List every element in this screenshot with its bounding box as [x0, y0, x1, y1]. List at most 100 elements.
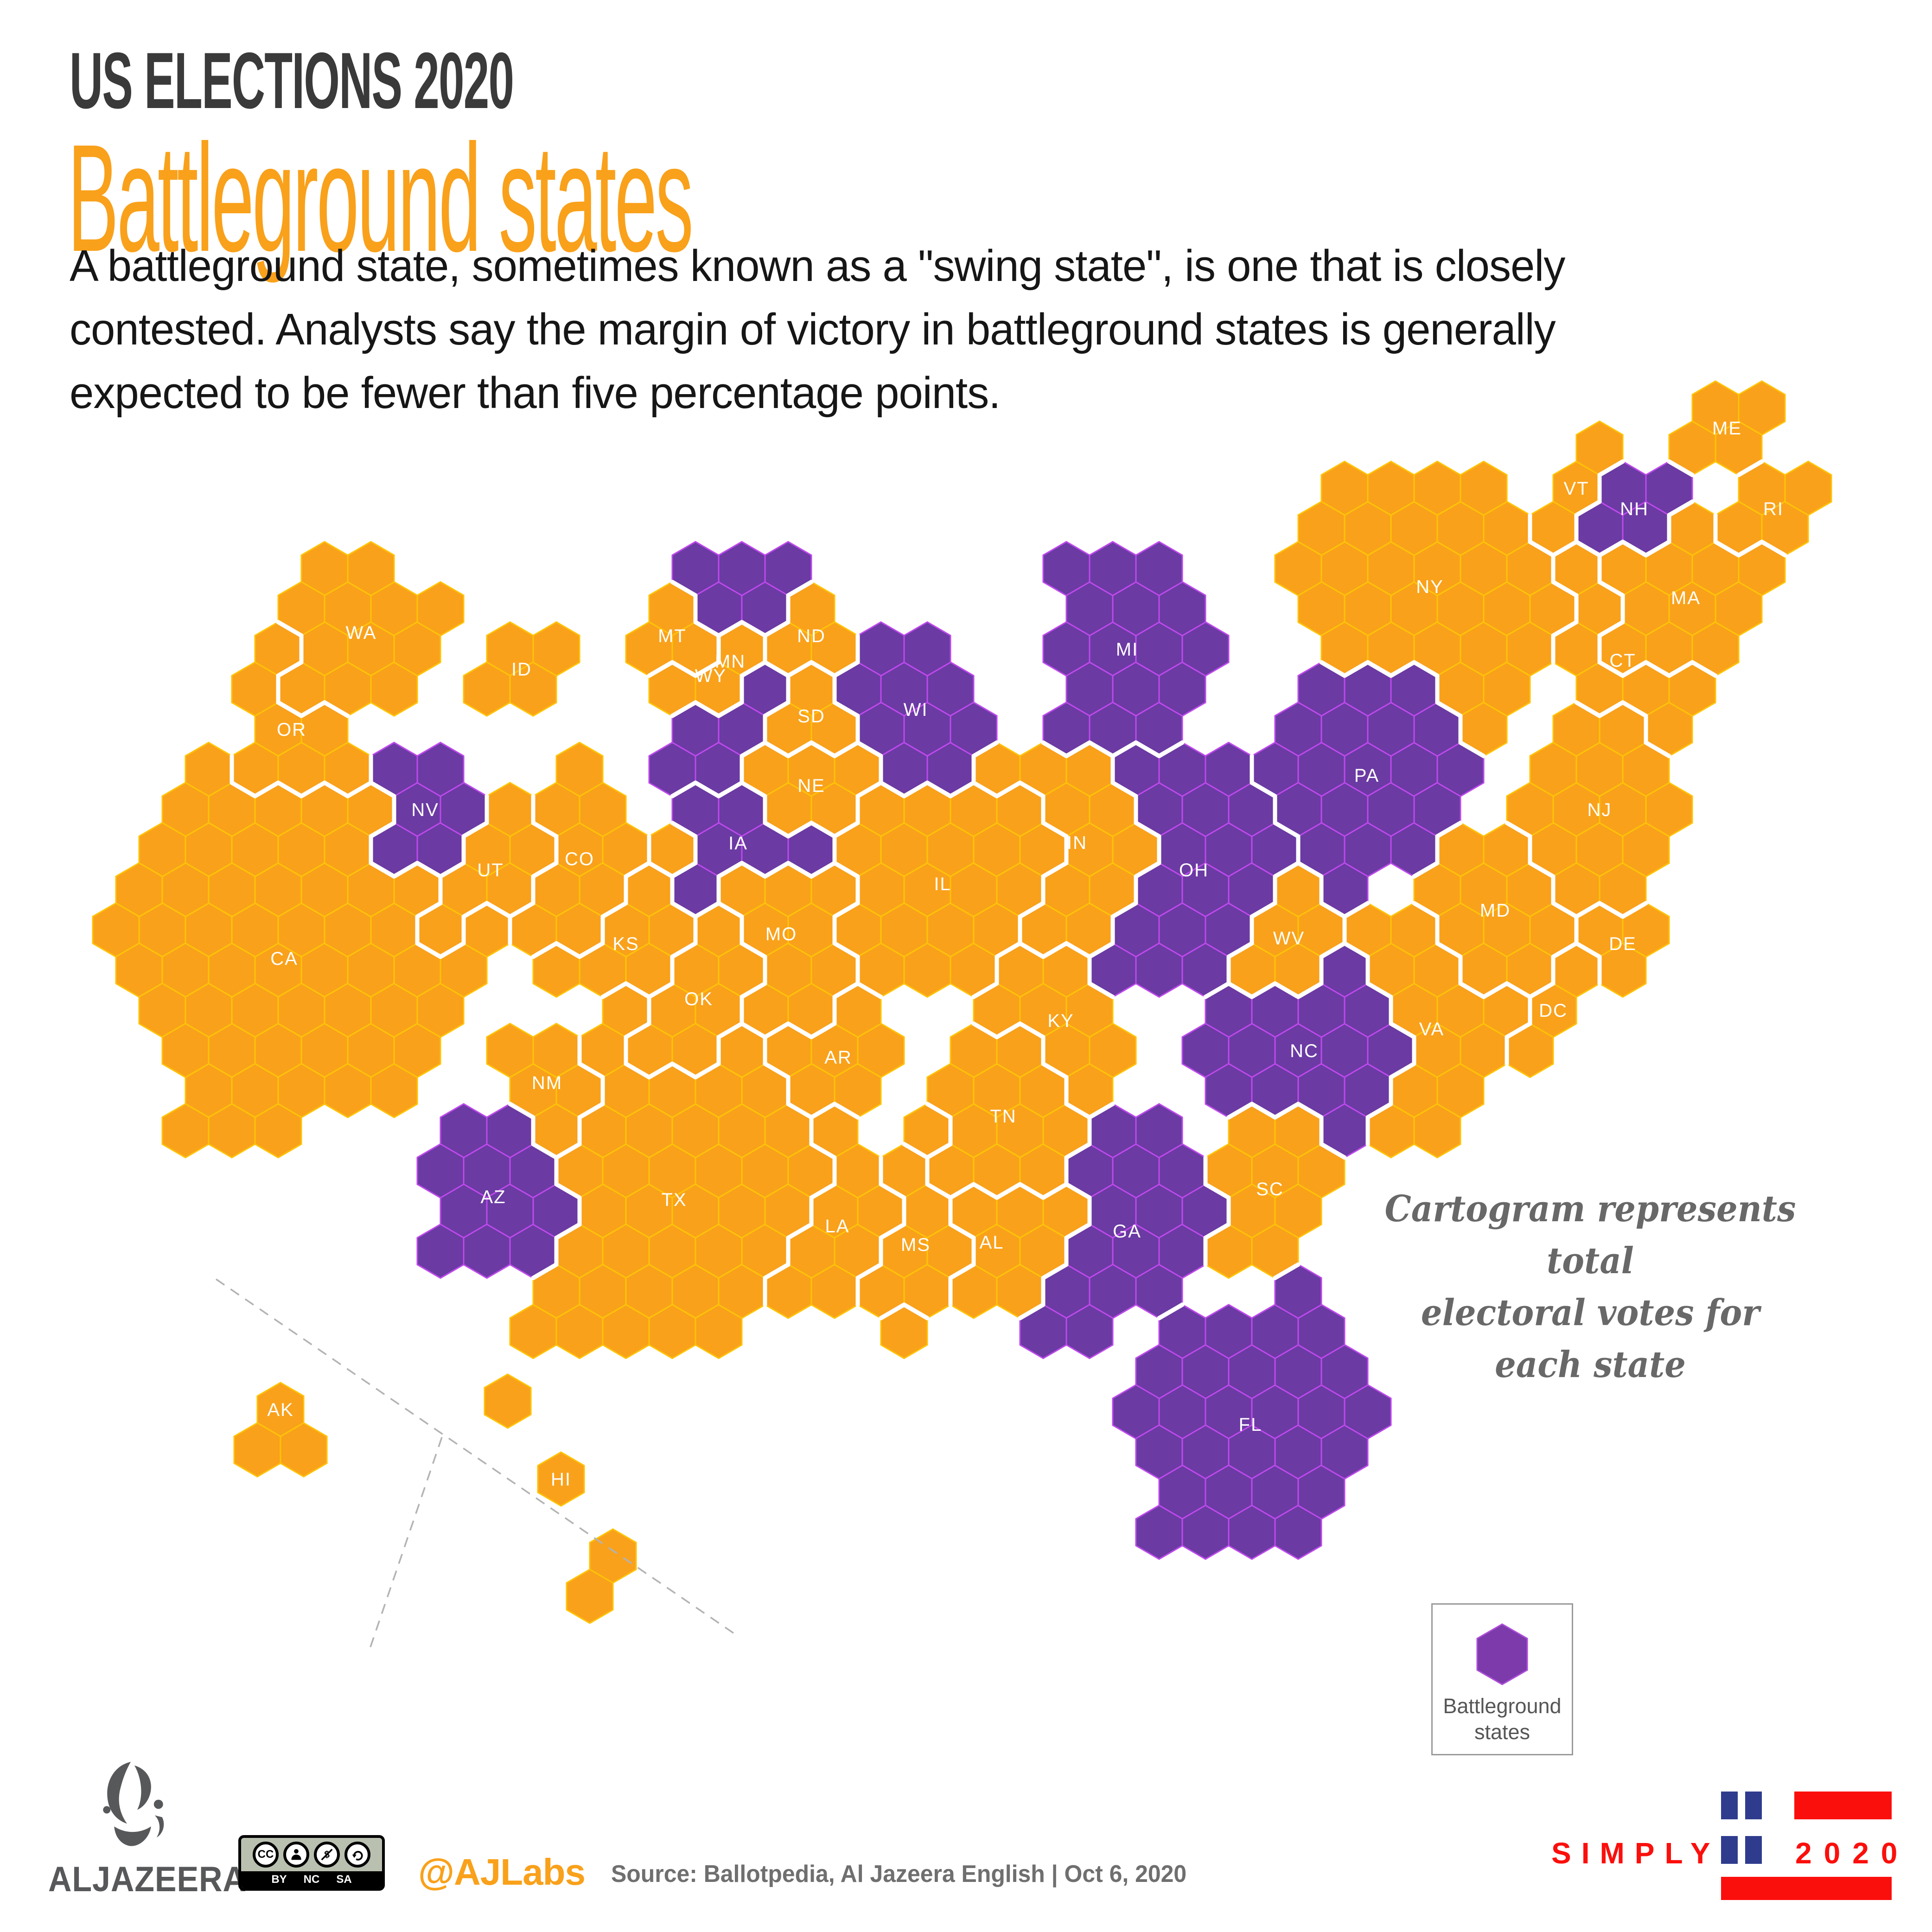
state-NE: [741, 741, 882, 837]
state-NM: [486, 1022, 604, 1159]
flag-navy-square: [1721, 1836, 1738, 1864]
state-label-RI: RI: [1763, 499, 1784, 519]
state-borders: [230, 459, 1787, 1320]
state-label-PA: PA: [1354, 765, 1379, 786]
state-label-WI: WI: [904, 700, 928, 720]
state-hexes: [92, 380, 1832, 1624]
state-label-TN: TN: [990, 1106, 1016, 1127]
state-border-CA: [230, 753, 512, 959]
flag-navy-square: [1721, 1792, 1738, 1819]
state-AZ: [416, 1103, 580, 1279]
state-WI: [834, 621, 998, 797]
state-label-CO: CO: [565, 849, 594, 869]
cartogram-note: Cartogram represents total electoral vot…: [1377, 1183, 1804, 1391]
state-label-SC: SC: [1256, 1179, 1284, 1199]
state-NC: [1181, 942, 1415, 1159]
state-label-VT: VT: [1563, 478, 1589, 499]
note-line: Cartogram represents total: [1384, 1188, 1796, 1282]
state-label-GA: GA: [1113, 1221, 1141, 1242]
state-TX: [509, 982, 835, 1359]
state-border-KY: [971, 941, 1115, 1120]
state-label-WA: WA: [346, 623, 377, 643]
cc-nc-dollar-icon: $: [314, 1842, 340, 1868]
kicker-title: US ELECTIONS 2020: [70, 36, 514, 125]
state-border-ME: [1667, 459, 1764, 478]
state-label-NM: NM: [532, 1073, 562, 1093]
state-label-DC: DC: [1539, 1001, 1568, 1021]
note-line: electoral votes for each state: [1421, 1292, 1760, 1386]
inset-divider-line: [369, 1437, 443, 1649]
state-CA: [92, 741, 511, 1159]
aljazeera-brand-block: ALJAZEERA: [41, 1756, 247, 1900]
state-SC: [1205, 1103, 1345, 1279]
state-MN: [648, 541, 812, 797]
state-label-IN: IN: [1067, 833, 1087, 853]
cc-term: BY: [271, 1873, 287, 1886]
state-RI: [1715, 460, 1832, 556]
cc-term: SA: [336, 1873, 352, 1886]
state-label-CT: CT: [1609, 650, 1636, 671]
state-label-ID: ID: [511, 659, 532, 680]
state-ME: [1668, 380, 1786, 476]
state-label-NJ: NJ: [1588, 800, 1612, 820]
flag-navy-square: [1745, 1836, 1762, 1864]
cc-sa-arrow-icon: [344, 1842, 370, 1868]
state-WA: [277, 541, 465, 717]
state-border-FL: [1157, 1262, 1301, 1320]
state-KY: [973, 942, 1137, 1118]
state-VA: [1344, 902, 1531, 1159]
state-label-KS: KS: [612, 934, 639, 954]
flag-red-bar: [1721, 1877, 1892, 1900]
state-label-WV: WV: [1273, 928, 1305, 949]
state-MA: [1599, 501, 1786, 677]
state-label-FL: FL: [1239, 1415, 1262, 1435]
state-label-WY: WY: [695, 666, 727, 686]
state-PA: [1251, 661, 1485, 918]
state-label-MI: MI: [1116, 639, 1138, 660]
state-label-MA: MA: [1671, 588, 1701, 608]
state-KS: [532, 862, 696, 998]
state-LA: [764, 1103, 905, 1319]
state-label-DE: DE: [1609, 934, 1637, 954]
state-IL: [834, 782, 1067, 998]
state-label-VA: VA: [1419, 1019, 1444, 1039]
state-HI: [484, 1373, 637, 1624]
cc-term: NC: [303, 1873, 320, 1886]
page-title: Battleground states: [68, 112, 694, 283]
state-MO: [648, 822, 859, 1038]
cc-icon: CC: [253, 1842, 279, 1868]
aljazeera-calligraphy-logo-icon: [103, 1761, 164, 1846]
description-line: expected to be fewer than five percentag…: [70, 368, 1001, 418]
state-label-CA: CA: [270, 949, 298, 969]
state-label-NH: NH: [1620, 499, 1649, 519]
battleground-hex-swatch-icon: [1476, 1623, 1528, 1685]
state-MI: [1042, 541, 1230, 757]
state-label-KY: KY: [1047, 1011, 1074, 1031]
state-DC: [1506, 942, 1600, 1078]
state-WV: [1228, 862, 1345, 998]
state-label-MN: MN: [715, 651, 746, 672]
state-label-ME: ME: [1712, 418, 1742, 439]
legend-label: Battleground: [1443, 1694, 1562, 1718]
state-label-LA: LA: [825, 1216, 850, 1237]
state-label-IL: IL: [934, 874, 951, 894]
state-CO: [509, 741, 650, 958]
state-IN: [973, 741, 1160, 958]
source-credit: Source: Ballotpedia, Al Jazeera English …: [611, 1861, 1187, 1887]
state-label-UT: UT: [477, 860, 504, 880]
legend-label: states: [1474, 1720, 1530, 1744]
state-label-NY: NY: [1416, 577, 1444, 597]
legend-box: Battleground states: [1431, 1603, 1573, 1755]
state-label-MS: MS: [901, 1235, 931, 1255]
state-label-OR: OR: [277, 720, 306, 740]
flag-red-bar: [1794, 1792, 1892, 1819]
aljazeera-wordmark: ALJAZEERA: [48, 1860, 247, 1899]
state-label-IA: IA: [728, 833, 748, 854]
state-NV: [370, 741, 488, 878]
simply-2020-logo: SIMPLY 2020: [1544, 1788, 1897, 1904]
description-line: A battleground state, sometimes known as…: [70, 241, 1565, 291]
state-labels: WA OR ID MT WY ND SD MN NV UT CA CO NE IA WI MI AZ NM KS OK…: [267, 418, 1784, 1490]
simply-word: SIMPLY: [1551, 1836, 1721, 1870]
